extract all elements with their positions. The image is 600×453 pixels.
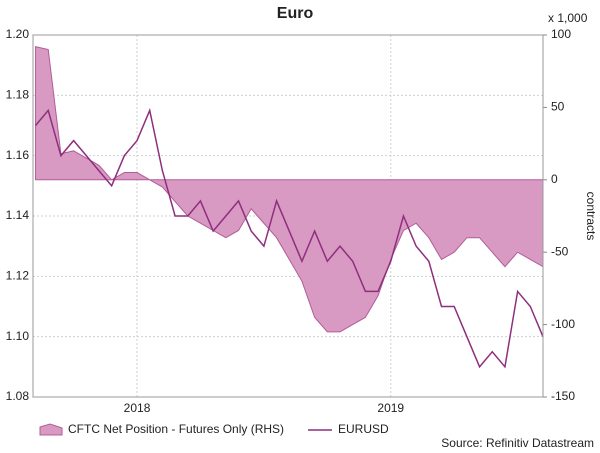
source: Source: Refinitiv Datastream	[441, 436, 594, 450]
y2-tick-label: 50	[551, 100, 565, 114]
y-tick-label: 1.08	[6, 389, 30, 403]
y2-tick-label: 100	[551, 27, 571, 41]
x-tick-label: 2018	[124, 401, 151, 415]
plot-frame	[32, 34, 544, 398]
chart-title: Euro	[277, 5, 314, 22]
x-tick-label: 2019	[377, 401, 404, 415]
legend-swatch	[39, 423, 63, 436]
y2-tick-label: 0	[551, 172, 558, 186]
y2-tick-label: -100	[551, 317, 575, 331]
legend-label: EURUSD	[338, 422, 389, 436]
y-tick-label: 1.14	[6, 208, 30, 222]
y-tick-label: 1.18	[6, 88, 30, 102]
y2-unit: x 1,000	[548, 11, 588, 25]
y2-tick-label: -150	[551, 389, 575, 403]
area	[35, 45, 544, 333]
legend-label: CFTC Net Position - Futures Only (RHS)	[68, 422, 284, 436]
y2-tick-label: -50	[551, 244, 569, 258]
line	[34, 107, 544, 369]
y-tick-label: 1.12	[6, 269, 30, 283]
y-tick-label: 1.16	[6, 148, 30, 162]
y-tick-label: 1.10	[6, 329, 30, 343]
y2-axis-label: contracts	[584, 192, 598, 241]
y-tick-label: 1.20	[6, 27, 30, 41]
